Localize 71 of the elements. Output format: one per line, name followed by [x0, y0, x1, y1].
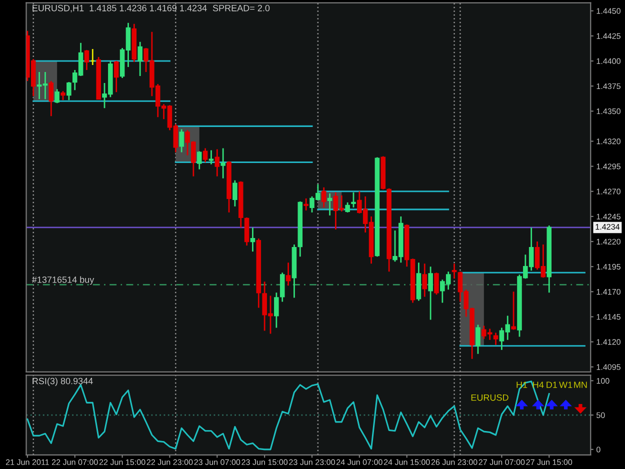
y-tick-label: 1.4295 [596, 164, 620, 170]
y-tick-label: 50 [596, 412, 605, 418]
y-tick-label: 1.4195 [596, 264, 620, 270]
annotation: EURUSD [471, 394, 508, 401]
candlestick [351, 192, 356, 208]
candlestick [345, 202, 350, 214]
candlestick [452, 262, 457, 280]
candlestick [202, 148, 208, 163]
candlestick [428, 266, 433, 320]
y-tick-label: 1.4320 [596, 138, 621, 144]
y-tick-label: 1.4425 [596, 33, 620, 39]
annotation: MN [574, 382, 587, 388]
y-tick-label: 0 [596, 446, 600, 452]
chart-title: RSI(3) 80.9344 [32, 378, 93, 386]
candlestick [214, 148, 220, 178]
candlestick [66, 81, 72, 101]
y-tick-label: 1.4400 [596, 58, 621, 64]
candlestick [511, 290, 516, 330]
candlestick [327, 192, 332, 216]
candlestick [138, 41, 142, 77]
chart-title: EURUSD,H1 1.4185 1.4236 1.4169 1.4234 [32, 4, 207, 12]
x-tick-label: 23 Jun 15:00 [242, 459, 288, 466]
annotation: W1 [559, 382, 572, 388]
candlestick [304, 198, 308, 212]
candlestick [321, 186, 326, 208]
x-tick-label: 24 Jun 07:00 [336, 459, 382, 466]
candlestick [286, 262, 291, 286]
x-tick-label: 22 Jun 15:00 [99, 459, 146, 466]
y-tick-label: 100 [596, 378, 610, 384]
y-tick-label: 1.4220 [596, 238, 621, 245]
x-tick-label: 21 Jun 2011 [6, 459, 49, 466]
x-tick-label: 23 Jun 07:00 [194, 459, 240, 466]
y-tick-label: 1.4120 [596, 339, 621, 345]
candlestick [244, 216, 250, 246]
candlestick [196, 150, 202, 170]
x-tick-label: 23 Jun 23:00 [289, 459, 335, 466]
annotation: H4 [533, 382, 544, 388]
candlestick [60, 90, 66, 101]
candlestick [280, 272, 285, 302]
candlestick [54, 88, 60, 104]
x-tick-label: 22 Jun 23:00 [146, 459, 193, 466]
ref-line-label: #13716514 buy [32, 276, 94, 285]
y-tick-label: 1.4450 [596, 8, 621, 14]
candlestick [476, 324, 480, 355]
candlestick [274, 292, 279, 328]
candlestick [250, 226, 256, 252]
candlestick [179, 128, 184, 153]
y-tick-label: 1.4245 [596, 214, 620, 220]
x-tick-label: 27 Jun 15:00 [526, 459, 572, 466]
candlestick [114, 60, 119, 93]
candlestick [434, 272, 439, 296]
candlestick [493, 332, 498, 346]
y-tick-label: 1.4095 [596, 364, 620, 370]
x-tick-label: 24 Jun 15:00 [384, 459, 430, 466]
y-tick-label: 1.4375 [596, 83, 620, 90]
y-tick-label: 1.4270 [596, 188, 621, 194]
y-tick-label: 1.4145 [596, 314, 620, 320]
x-tick-label: 22 Jun 07:00 [52, 459, 98, 466]
candlestick [220, 148, 226, 180]
candlestick [48, 80, 54, 117]
annotation: SPREAD= 2.0 [212, 4, 270, 12]
candlestick [232, 180, 238, 208]
candlestick [208, 150, 214, 165]
annotation: D1 [546, 382, 558, 388]
candlestick [84, 49, 90, 71]
candlestick [422, 262, 428, 298]
ref-line-label: 1.4234 [596, 224, 620, 230]
x-tick-label: 26 Jun 23:00 [431, 459, 478, 466]
y-tick-label: 1.4170 [596, 288, 621, 295]
y-tick-label: 1.4350 [596, 108, 621, 114]
x-tick-label: 27 Jun 07:00 [478, 459, 525, 466]
